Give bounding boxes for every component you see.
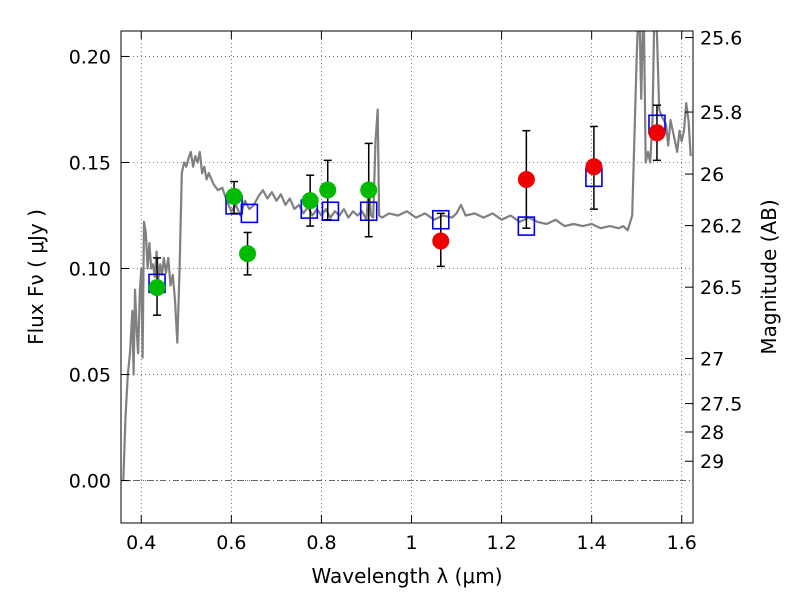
x-tick-label: 1.2	[486, 532, 516, 554]
observed-flux-point	[239, 245, 257, 263]
observed-flux-point	[585, 158, 603, 176]
y2-tick-label: 27.5	[700, 394, 742, 416]
y2-tick-label: 29	[700, 451, 724, 473]
y2-tick-label: 26	[700, 164, 724, 186]
y-axis-title: Flux Fν ( μJy )	[24, 209, 48, 345]
model-spectrum-layer	[122, 31, 692, 481]
observed-flux-point	[432, 232, 450, 250]
plot-frame	[120, 30, 694, 524]
grid-lines	[121, 31, 693, 523]
y-tick-label: 0.00	[69, 471, 111, 493]
y2-tick-label: 26.5	[700, 277, 742, 299]
observed-flux-point	[301, 192, 319, 210]
observed-flux-point	[517, 170, 535, 188]
observed-flux-point	[648, 124, 666, 142]
y-tick-label: 0.10	[69, 259, 111, 281]
y2-tick-label: 28	[700, 422, 724, 444]
observed-flux-point	[225, 187, 243, 205]
x-tick-label: 0.6	[216, 532, 246, 554]
y2-axis-title: Magnitude (AB)	[757, 199, 781, 354]
observed-flux-point	[148, 279, 166, 297]
x-tick-label: 1	[405, 532, 417, 554]
model-spectrum-line	[122, 31, 692, 481]
x-tick-label: 1.6	[667, 532, 697, 554]
y-tick-label: 0.15	[69, 152, 111, 174]
data-points-layer	[148, 104, 666, 316]
x-tick-label: 0.8	[306, 532, 336, 554]
y2-tick-label: 25.6	[700, 28, 742, 50]
axis-ticks: 0.4 0.6 0.8 1 1.2 1.4 1.6 0.00 0.05 0.10 0.15 0.20 2…	[69, 28, 743, 554]
model-photometry-square	[240, 203, 259, 224]
observed-flux-point	[319, 181, 337, 199]
x-axis-title: Wavelength λ (μm)	[311, 564, 502, 588]
x-tick-label: 0.4	[126, 532, 156, 554]
x-tick-label: 1.4	[577, 532, 607, 554]
y2-tick-label: 27	[700, 349, 724, 371]
y-tick-label: 0.20	[69, 46, 111, 68]
y2-tick-label: 26.2	[700, 216, 742, 238]
y-tick-label: 0.05	[69, 365, 111, 387]
y2-tick-label: 25.8	[700, 102, 742, 124]
observed-flux-point	[360, 181, 378, 199]
